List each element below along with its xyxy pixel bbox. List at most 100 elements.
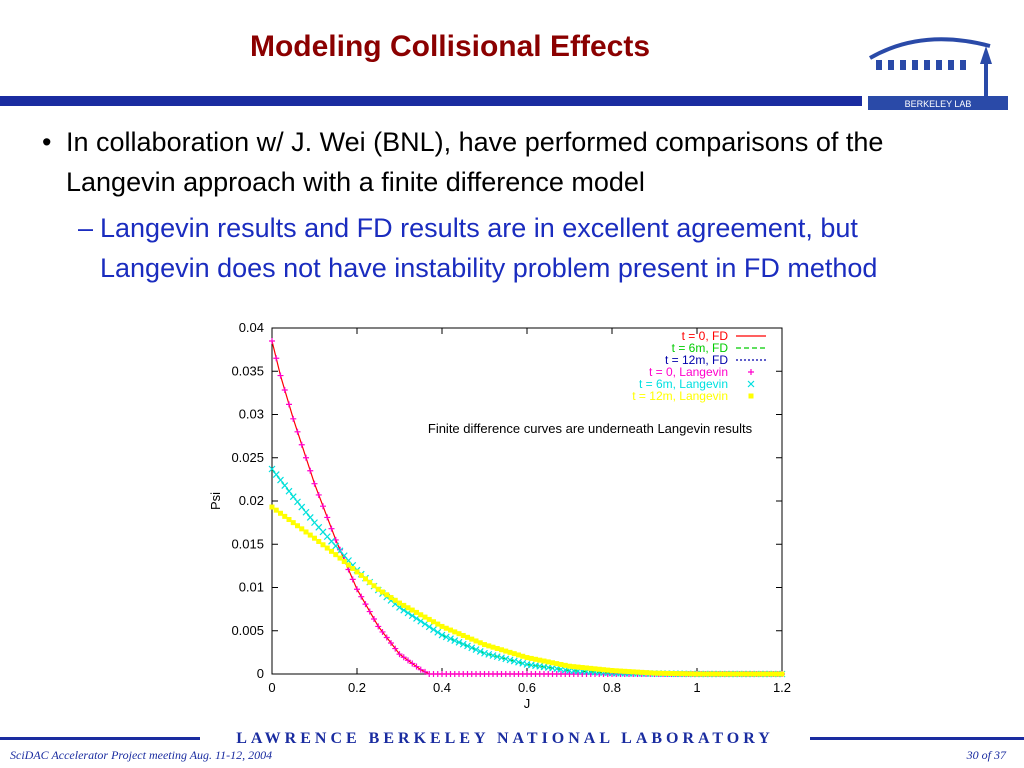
- data-point: [425, 623, 433, 631]
- y-tick-label: 0.03: [239, 407, 264, 422]
- data-point: [516, 652, 521, 658]
- data-point: [554, 661, 560, 667]
- data-point: [362, 601, 369, 608]
- data-point: [469, 636, 475, 642]
- data-point: [400, 654, 407, 661]
- data-point: [448, 627, 453, 633]
- data-point: [439, 623, 445, 629]
- data-point: [754, 671, 759, 677]
- data-point: [499, 647, 504, 653]
- data-point: [656, 670, 662, 676]
- data-point: [737, 671, 742, 677]
- data-point: [375, 623, 382, 630]
- data-point: [503, 648, 509, 654]
- data-point: [660, 670, 666, 676]
- psi-vs-j-chart: 0 0.2 0.4 0.6 0.8 1 1.2 0 0.005 0.01 0.015 0.02 0.02…: [208, 320, 791, 711]
- data-point: [558, 661, 564, 667]
- data-point: [281, 482, 289, 490]
- data-point: [451, 637, 459, 644]
- data-point: [460, 633, 466, 639]
- series-line: [271, 506, 782, 675]
- berkeley-lab-logo: BERKELEY LAB: [868, 37, 1008, 110]
- legend-swatch: [747, 380, 755, 388]
- data-point: [298, 441, 305, 448]
- data-point: [622, 668, 628, 674]
- y-axis-label: Psi: [208, 492, 223, 510]
- data-point: [286, 401, 292, 408]
- data-point: [388, 640, 394, 647]
- data-point: [468, 644, 476, 652]
- data-point: [307, 467, 314, 474]
- data-point: [584, 665, 589, 671]
- data-point: [452, 629, 458, 635]
- data-point: [647, 670, 653, 676]
- data-point: [618, 668, 623, 674]
- data-point: [388, 595, 394, 601]
- x-axis-label: J: [524, 696, 531, 711]
- data-point: [630, 669, 636, 675]
- data-point: [277, 476, 284, 484]
- data-point: [371, 615, 377, 622]
- data-point: [329, 548, 334, 554]
- legend-label: t = 0, Langevin: [649, 365, 728, 379]
- data-point: [493, 653, 501, 661]
- data-point: [762, 671, 768, 677]
- data-point: [571, 664, 577, 670]
- data-point: [524, 655, 530, 661]
- data-point: [758, 671, 764, 677]
- data-point: [749, 671, 755, 677]
- data-point: [745, 671, 751, 677]
- title-rule: [0, 96, 862, 106]
- data-point: [354, 569, 360, 575]
- data-point: [635, 669, 640, 675]
- data-point: [490, 644, 496, 650]
- data-point: [298, 503, 306, 511]
- footer-meeting-text: SciDAC Accelerator Project meeting Aug. …: [10, 748, 273, 762]
- x-tick-label: 0.2: [348, 680, 366, 695]
- data-point: [506, 656, 514, 664]
- data-point: [417, 666, 424, 673]
- data-point: [392, 597, 398, 603]
- data-point: [456, 631, 462, 637]
- data-point: [346, 562, 351, 568]
- data-point: [341, 559, 347, 565]
- y-tick-label: 0.02: [239, 493, 264, 508]
- data-point: [426, 616, 432, 622]
- data-point: [282, 513, 288, 519]
- data-point: [371, 583, 377, 589]
- data-point: [579, 665, 585, 671]
- data-point: [703, 671, 708, 677]
- y-tick-label: 0.04: [239, 320, 264, 335]
- data-point: [592, 666, 598, 672]
- data-point: [494, 645, 500, 651]
- data-point: [596, 666, 602, 672]
- y-tick-label: 0.015: [231, 536, 264, 551]
- data-point: [643, 670, 649, 676]
- data-point: [396, 651, 403, 658]
- data-point: [775, 671, 781, 677]
- data-point: [601, 667, 606, 673]
- data-point: [269, 337, 275, 344]
- data-point: [312, 535, 317, 541]
- data-point: [465, 634, 470, 640]
- data-point: [414, 609, 419, 615]
- data-point: [405, 657, 411, 664]
- data-point: [324, 545, 330, 551]
- data-point: [286, 517, 292, 523]
- data-point: [290, 415, 297, 422]
- data-point: [349, 576, 356, 583]
- data-point: [477, 640, 483, 646]
- data-point: [281, 386, 288, 393]
- data-point: [442, 633, 450, 641]
- legend-label: t = 12m, Langevin: [632, 389, 728, 403]
- y-tick-label: 0.01: [239, 580, 264, 595]
- data-point: [575, 664, 581, 670]
- data-point: [289, 493, 297, 501]
- data-point: [311, 480, 318, 487]
- data-point: [669, 670, 674, 676]
- data-point: [605, 667, 611, 673]
- legend-swatch: [748, 369, 754, 375]
- data-point: [324, 514, 331, 521]
- sub-bullet-marker: –: [78, 213, 94, 243]
- data-point: [379, 628, 386, 635]
